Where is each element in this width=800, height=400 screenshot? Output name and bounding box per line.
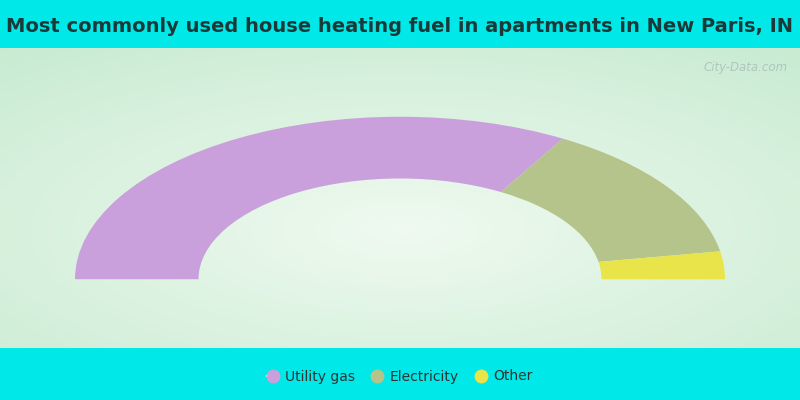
Text: Most commonly used house heating fuel in apartments in New Paris, IN: Most commonly used house heating fuel in… — [6, 16, 794, 36]
Text: City-Data.com: City-Data.com — [703, 60, 787, 74]
Wedge shape — [75, 117, 562, 279]
Legend: Utility gas, Electricity, Other: Utility gas, Electricity, Other — [262, 364, 538, 389]
Wedge shape — [501, 139, 720, 262]
Wedge shape — [598, 251, 725, 279]
